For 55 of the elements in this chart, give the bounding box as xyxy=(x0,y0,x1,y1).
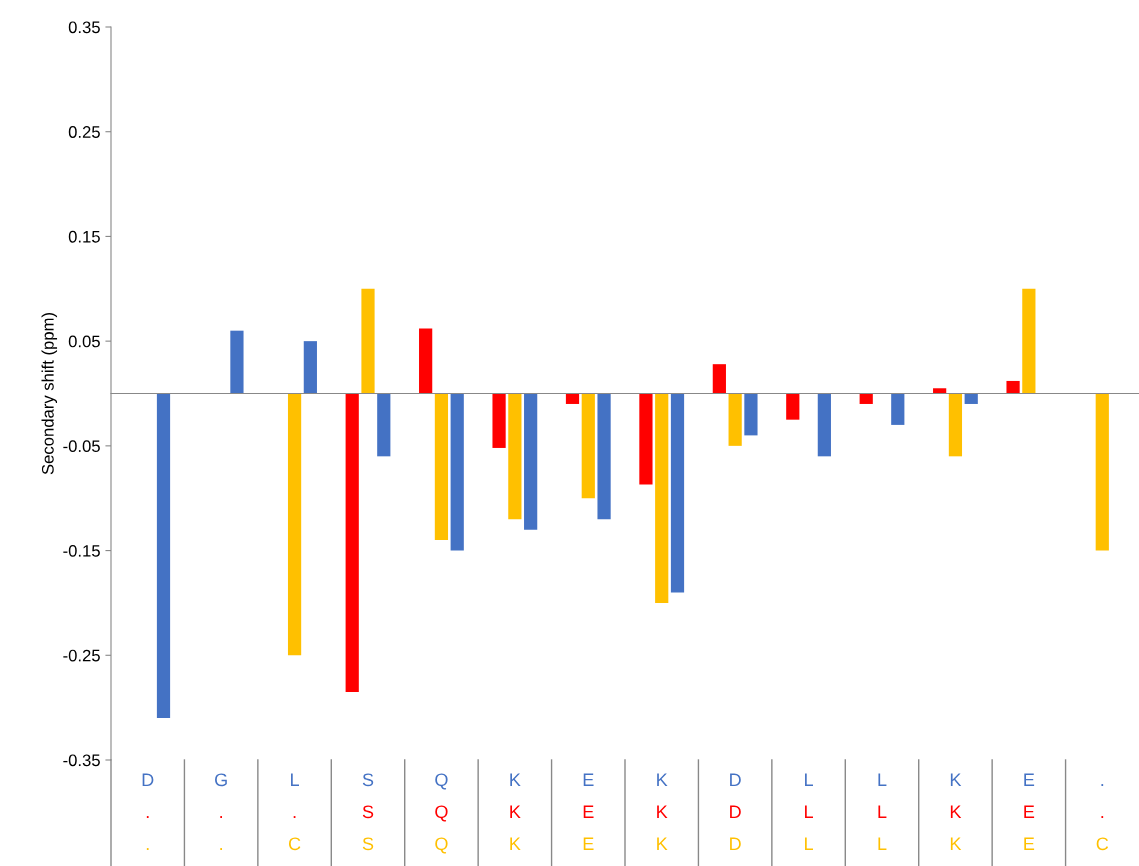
bar xyxy=(434,393,449,541)
bar xyxy=(508,393,522,520)
bar xyxy=(581,393,595,499)
bar xyxy=(361,288,375,394)
bar xyxy=(744,393,758,436)
bar xyxy=(786,393,800,420)
bar xyxy=(156,393,171,719)
bar xyxy=(964,393,978,404)
category-label: L . C xyxy=(288,773,301,851)
x-tick-label: E E E xyxy=(583,773,594,850)
bar xyxy=(303,341,317,394)
bar xyxy=(597,393,611,520)
y-tick-label: -0.25 xyxy=(63,649,100,662)
category-label: D . . xyxy=(142,773,154,850)
bar xyxy=(655,393,669,603)
bar xyxy=(377,393,391,457)
category-label: G . . xyxy=(215,773,227,850)
x-tick-label: Q Q Q xyxy=(435,773,448,854)
bar xyxy=(712,364,726,394)
x-tick-label: K K K xyxy=(510,773,521,850)
x-tick-label: S S S xyxy=(362,773,374,851)
y-tick-label: 0.25 xyxy=(68,126,100,138)
bar xyxy=(948,393,963,457)
x-tick-label: K K K xyxy=(657,773,668,850)
bar xyxy=(345,393,359,692)
bar xyxy=(492,393,506,448)
x-tick-label: L L L xyxy=(805,773,813,850)
bar xyxy=(817,393,831,457)
bar xyxy=(287,393,302,656)
bar xyxy=(230,330,244,394)
x-tick-label: D D D xyxy=(730,773,741,850)
bar xyxy=(419,328,433,394)
bar xyxy=(670,393,685,593)
y-tick-label: 0.15 xyxy=(68,230,100,243)
category-label: . . C xyxy=(1096,784,1109,851)
bar xyxy=(1022,288,1036,394)
y-tick-label: 0.35 xyxy=(68,21,100,34)
bar xyxy=(933,388,947,394)
bar xyxy=(450,393,464,551)
bar xyxy=(891,393,905,425)
x-tick-label: L L L xyxy=(878,773,887,850)
bar xyxy=(565,393,580,404)
bar xyxy=(859,393,873,404)
bar xyxy=(639,393,653,485)
y-tick-label: -0.15 xyxy=(63,544,100,557)
y-tick-label: -0.35 xyxy=(63,754,100,767)
y-axis-title: Secondary shift (ppm) xyxy=(41,313,58,475)
bar xyxy=(1006,380,1020,394)
bar xyxy=(1095,393,1109,551)
bar xyxy=(524,393,538,530)
x-tick-label: E E E xyxy=(1024,773,1035,850)
x-tick-label: K K K xyxy=(950,773,962,850)
y-tick-label: -0.05 xyxy=(63,440,100,453)
y-tick-label: 0.05 xyxy=(68,335,100,348)
bar xyxy=(728,393,742,446)
